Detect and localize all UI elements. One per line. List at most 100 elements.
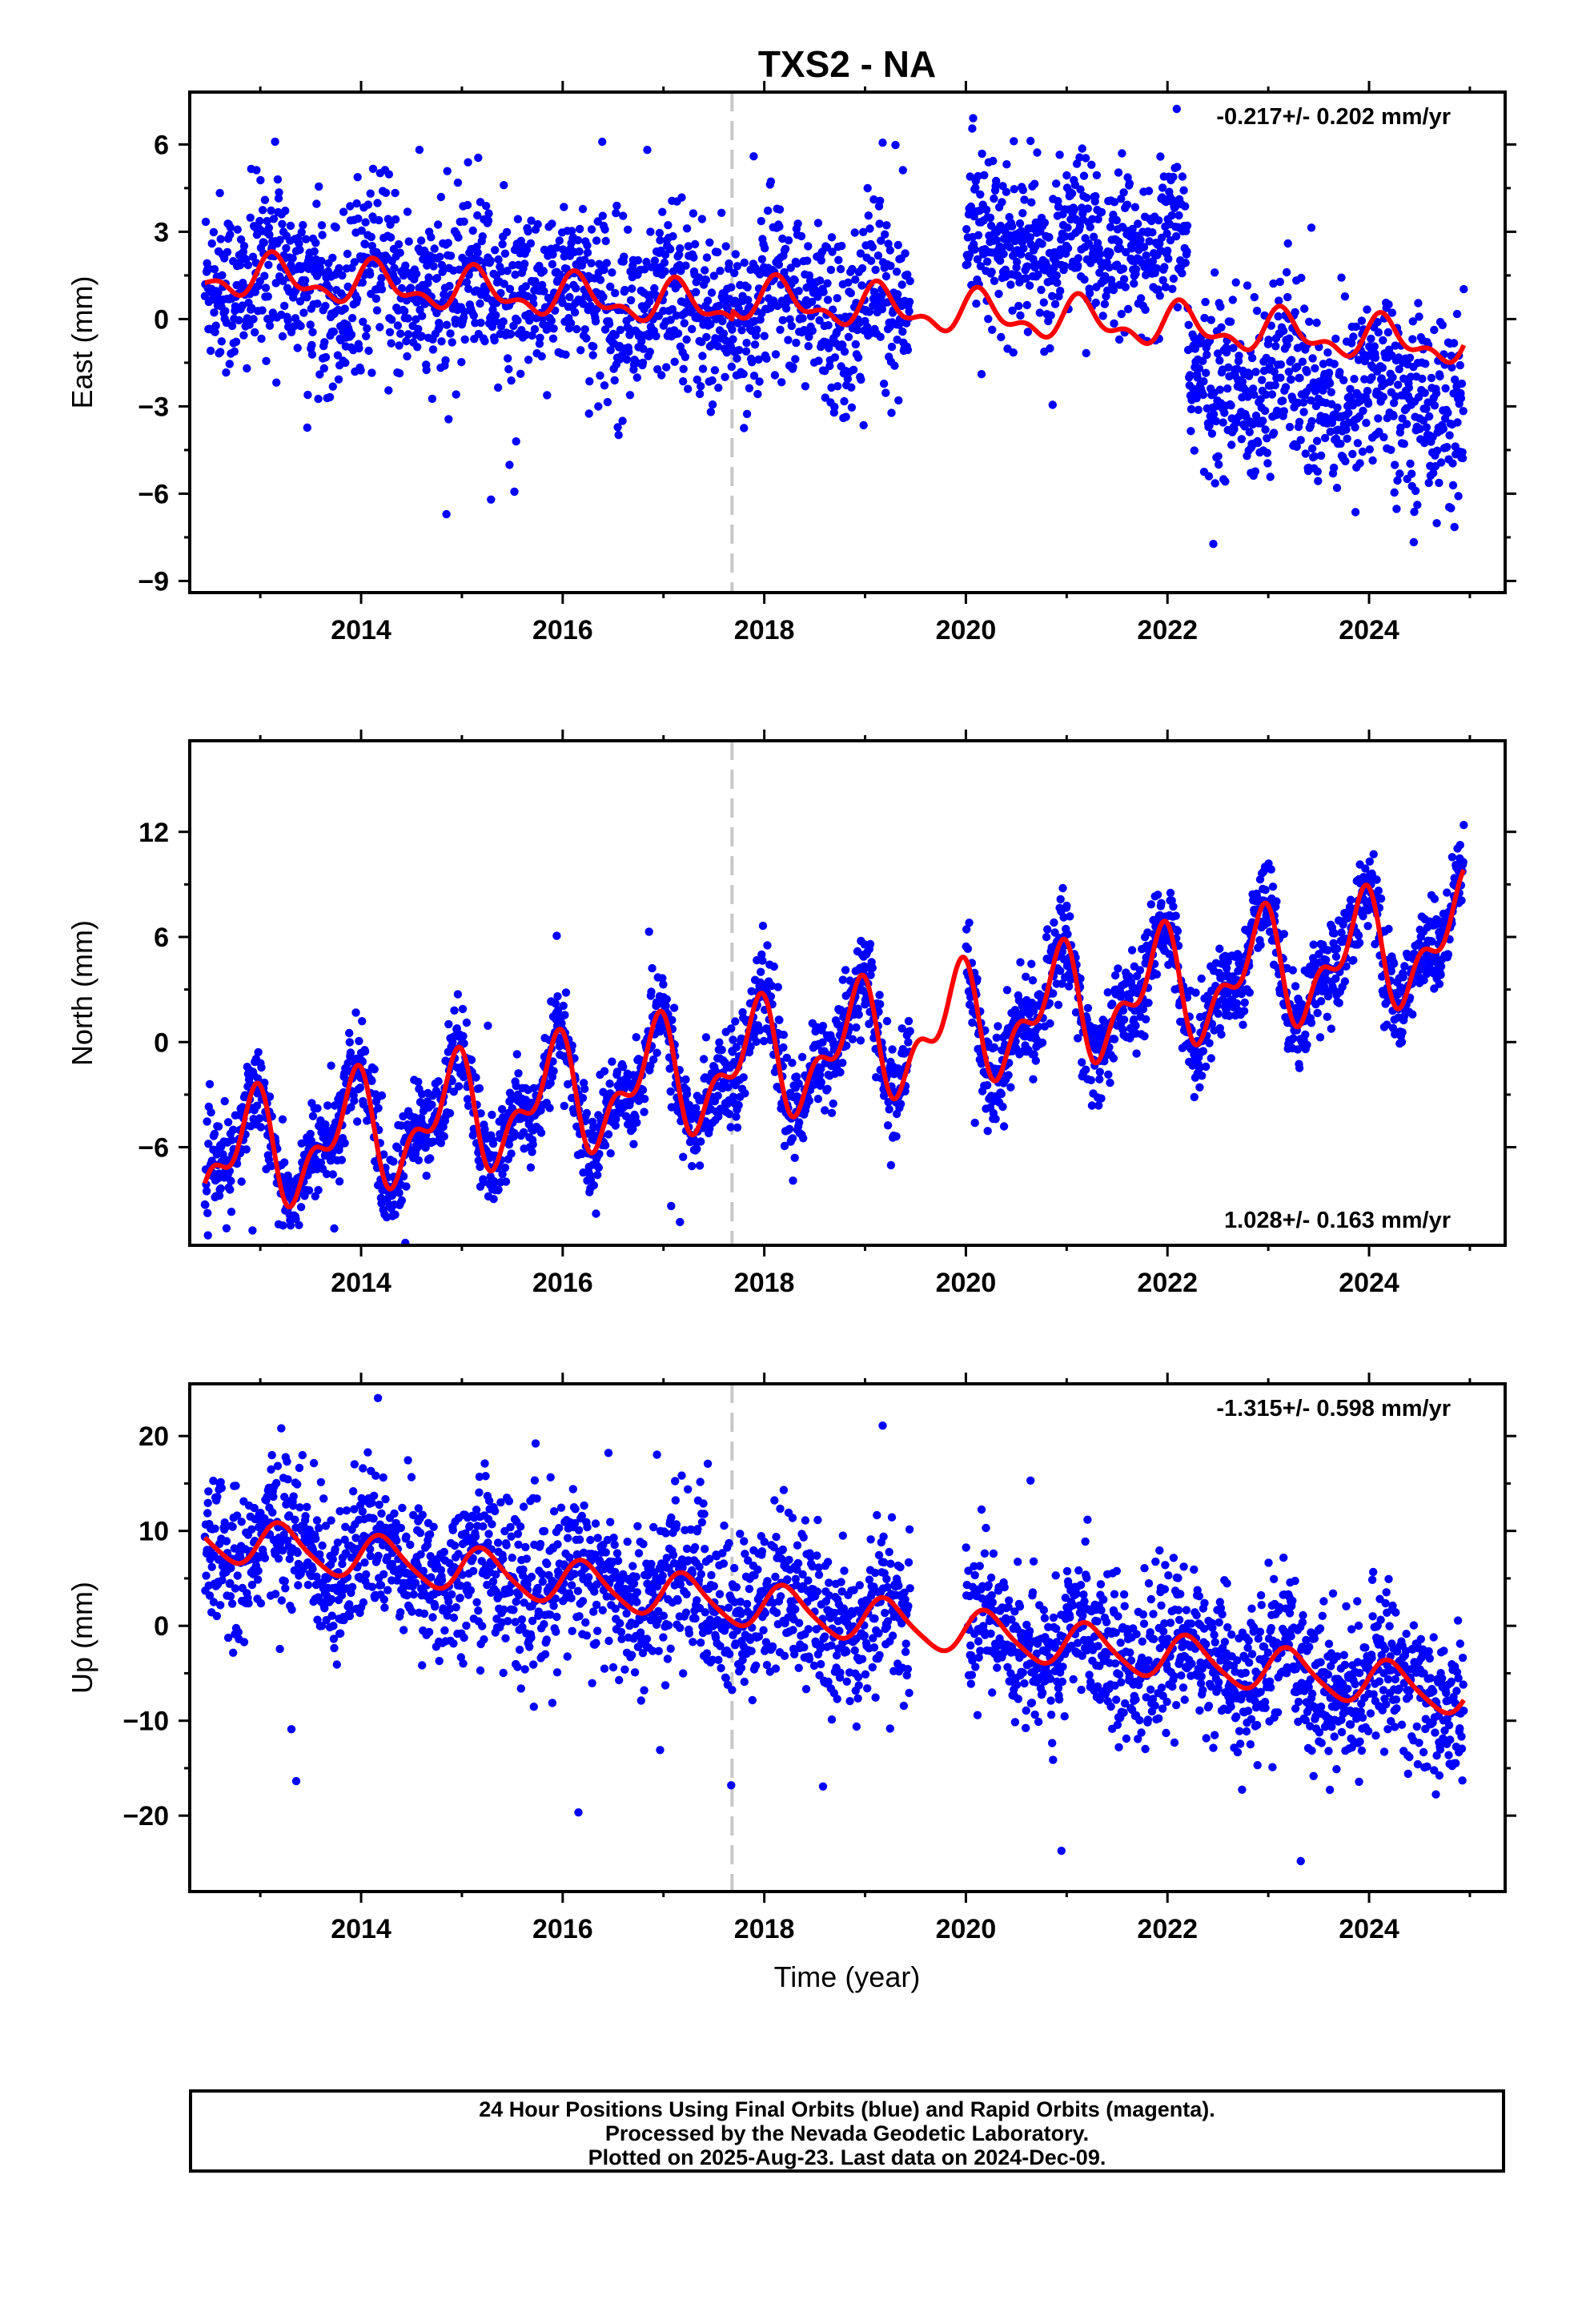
data-point [1430,325,1439,335]
data-point [853,325,862,335]
data-point [448,338,456,347]
data-point [391,1210,400,1219]
data-point [1279,327,1288,336]
data-point [842,1041,851,1050]
data-point [570,308,580,317]
data-point [1447,352,1456,360]
data-point [991,1115,1000,1124]
data-point [1156,152,1165,161]
data-point [652,332,661,340]
data-point [373,199,382,207]
data-point [963,944,973,954]
data-point [1283,239,1292,248]
data-point [487,495,496,504]
data-point [816,1064,825,1074]
data-point [818,1038,827,1047]
data-point [1282,267,1291,277]
data-point [265,230,274,239]
data-point [1012,257,1022,267]
data-point [692,1104,701,1112]
data-point [729,335,737,344]
data-point [1402,420,1411,428]
data-point [970,1118,979,1128]
data-point [318,231,327,239]
data-point [1117,195,1126,203]
data-point [770,371,780,380]
data-point [754,355,763,364]
data-point [1050,300,1060,308]
data-point [602,259,611,267]
data-point [883,1121,893,1130]
data-point [1378,364,1387,372]
data-point [1312,436,1322,445]
data-point [1307,444,1317,453]
data-point [1362,418,1371,428]
data-point [771,350,781,359]
data-point [1127,946,1137,955]
data-point [850,228,859,237]
data-point [280,301,289,311]
data-point [1173,303,1182,312]
data-point [549,324,558,333]
data-point [1405,353,1415,362]
data-point [375,80,383,88]
data-point [713,342,722,351]
data-point [202,1187,211,1196]
data-point [1046,344,1054,353]
data-point [1333,403,1342,412]
data-point [1313,467,1322,476]
data-point [600,265,608,275]
data-point [1213,349,1223,358]
data-point [750,340,760,349]
data-point [642,257,651,267]
data-point [433,220,443,229]
data-point [296,321,305,331]
data-point [1110,198,1119,207]
data-point [638,358,648,368]
data-point [1080,275,1089,284]
data-point [1078,209,1087,218]
data-point [1048,400,1058,409]
data-point [703,296,713,305]
data-point [1395,469,1404,478]
data-point [1101,271,1110,281]
data-point [548,334,558,343]
data-point [1195,1083,1204,1092]
data-point [227,1136,236,1144]
data-point [1275,296,1283,305]
data-point [881,271,891,281]
data-point [962,925,971,934]
data-point [585,377,594,386]
data-point [345,1038,354,1047]
data-point [974,171,982,181]
data-point [737,326,746,335]
data-point [814,356,823,365]
data-point [417,332,426,340]
data-point [667,1201,676,1211]
data-point [227,1208,236,1216]
data-point [595,1149,604,1159]
data-point [1247,353,1257,363]
data-point [335,1177,344,1186]
data-point [402,1182,411,1191]
data-point [1083,1003,1093,1013]
data-point [1114,964,1122,973]
data-point [756,315,765,324]
data-point [521,282,530,291]
data-point [1097,1094,1106,1103]
data-point [739,369,748,379]
data-point [1215,1023,1225,1033]
data-point [1276,360,1286,369]
data-point [226,223,235,232]
data-point [983,1081,992,1090]
data-point [1312,318,1321,328]
data-point [591,317,600,326]
data-point [1448,480,1458,490]
data-point [1418,374,1427,384]
data-point [1181,202,1190,211]
data-point [1179,186,1188,195]
data-point [432,274,442,283]
data-point [815,316,824,325]
data-point [1252,306,1262,316]
data-point [513,215,523,223]
